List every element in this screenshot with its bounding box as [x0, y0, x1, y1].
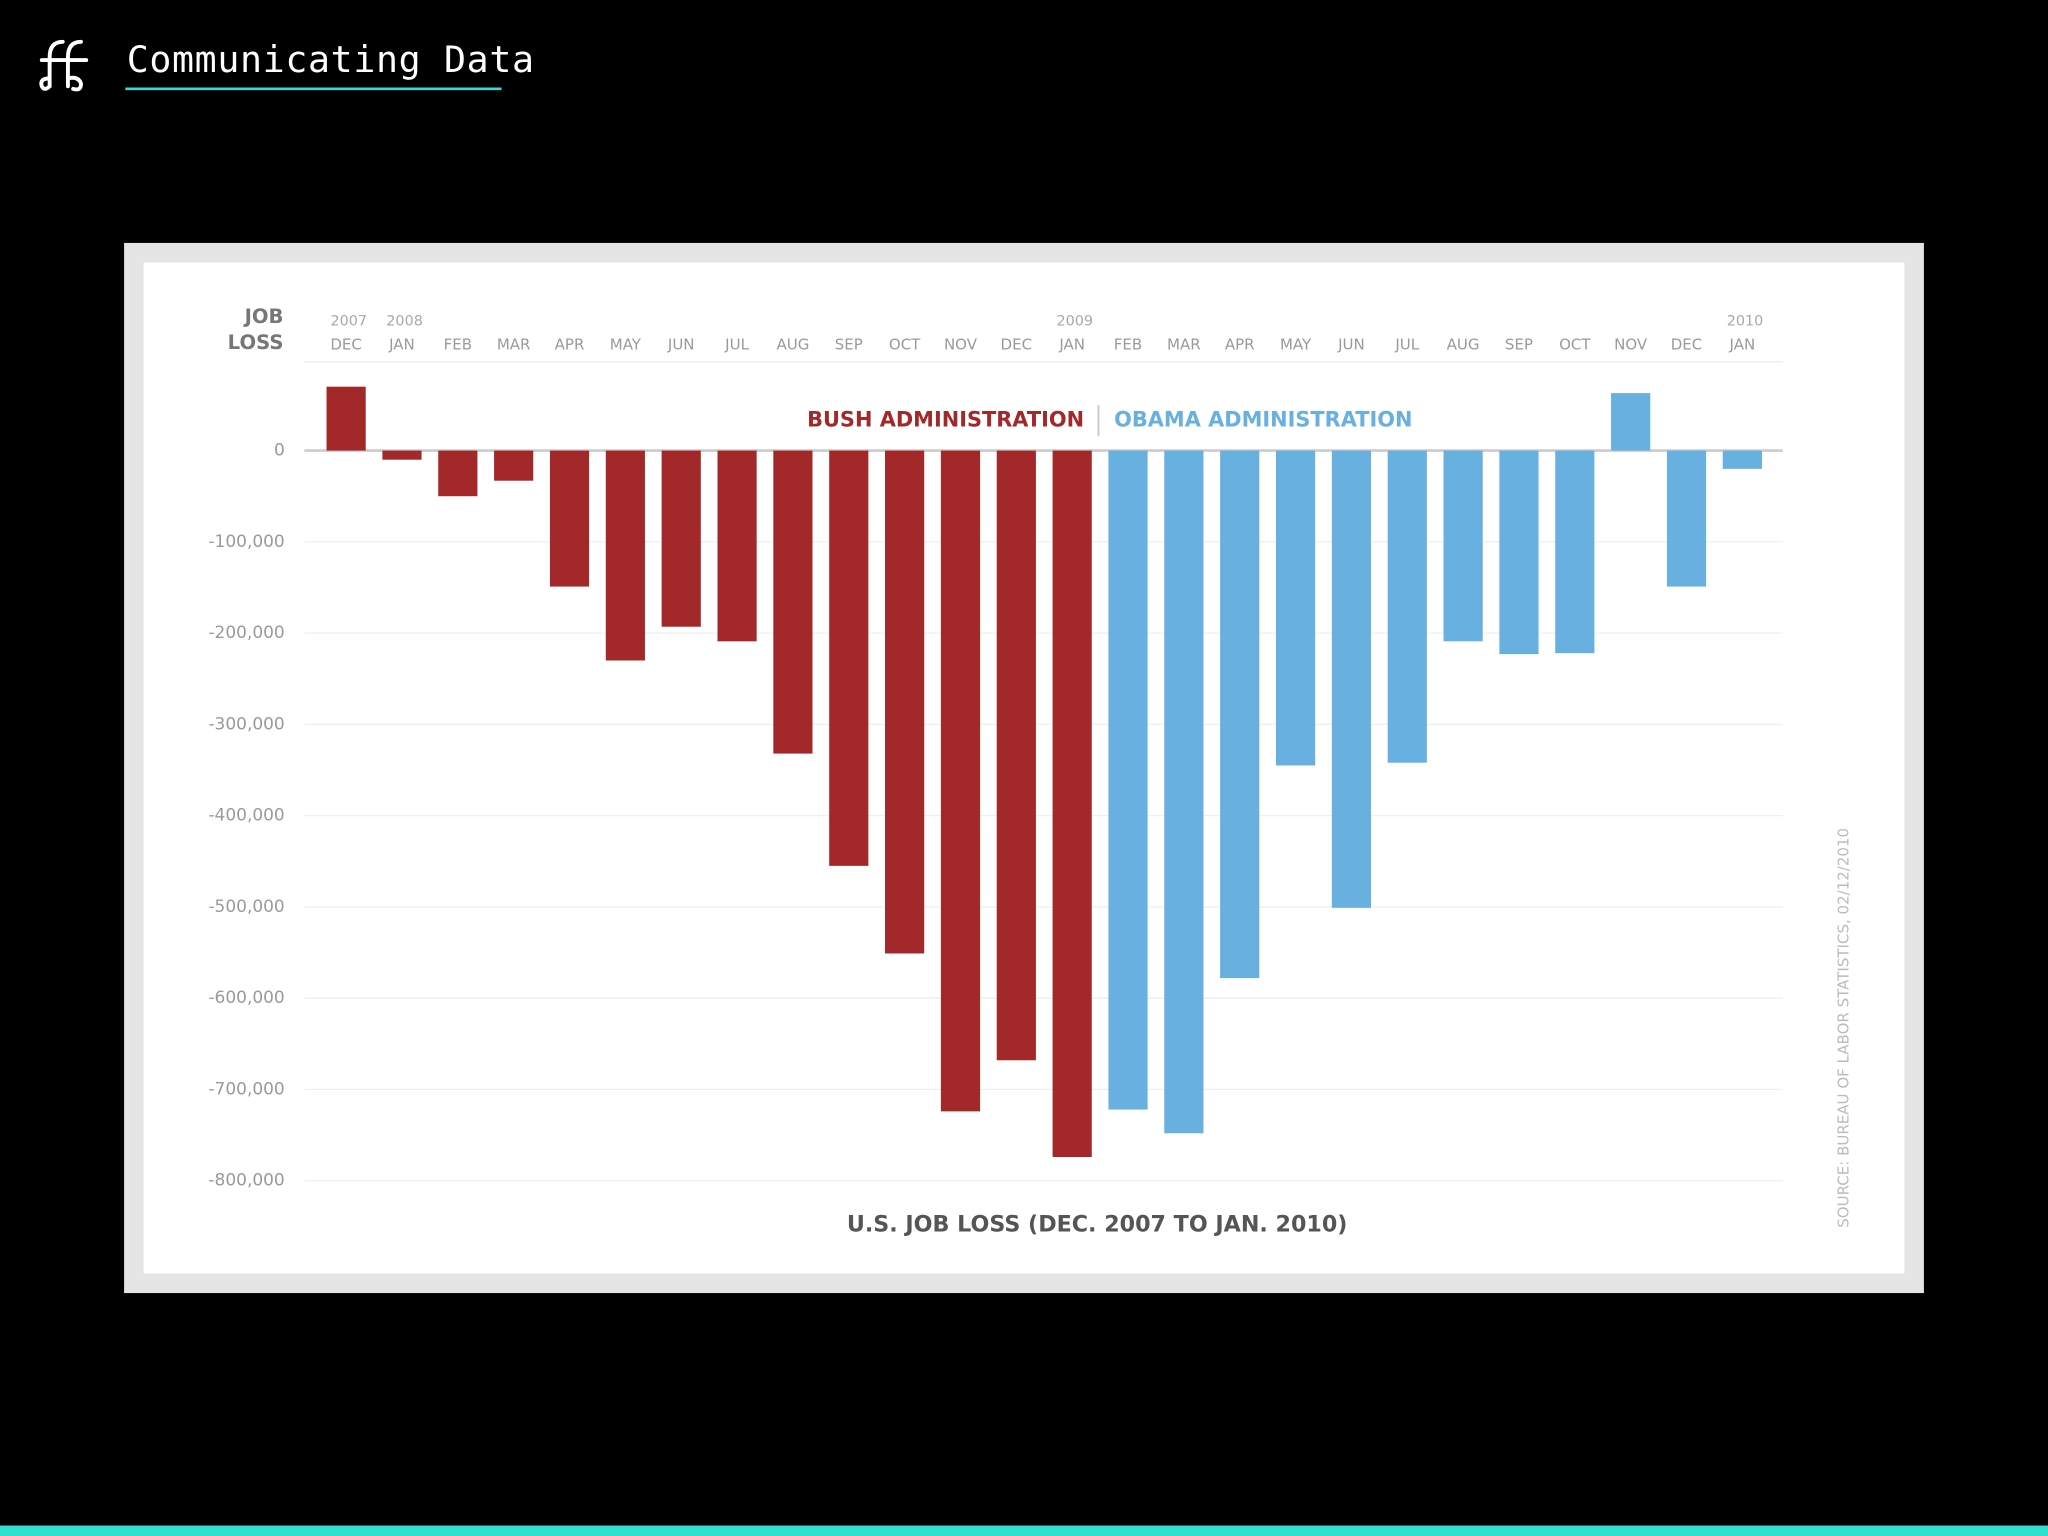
x-tick-label: MAY: [1280, 335, 1312, 353]
y-tick-label: -500,000: [208, 897, 284, 917]
x-tick-label: JAN: [388, 335, 415, 353]
chart-title: U.S. JOB LOSS (DEC. 2007 TO JAN. 2010): [847, 1212, 1348, 1238]
y-axis-label: JOB: [243, 305, 284, 328]
bar: [1164, 450, 1204, 1134]
bar: [382, 450, 422, 460]
x-tick-label: JUL: [724, 335, 749, 353]
y-tick-label: -200,000: [208, 623, 284, 643]
x-tick-label: FEB: [444, 335, 472, 353]
logo: [39, 39, 89, 92]
x-tick-label: DEC: [1001, 335, 1033, 353]
x-tick-label: OCT: [1559, 335, 1591, 353]
bar: [1499, 450, 1539, 655]
y-tick-label: -400,000: [208, 806, 284, 826]
x-tick-label: OCT: [889, 335, 921, 353]
x-tick-label: MAY: [610, 335, 642, 353]
bar: [1108, 450, 1148, 1110]
x-tick-label: SEP: [835, 335, 863, 353]
x-tick-label: JAN: [1729, 335, 1756, 353]
y-tick-label: 0: [274, 441, 285, 461]
bar: [326, 386, 366, 451]
x-tick-label: APR: [555, 335, 585, 353]
year-label: 2008: [386, 313, 423, 329]
x-tick-label: AUG: [1447, 335, 1480, 353]
year-label: 2007: [330, 313, 367, 329]
x-tick-label: MAR: [1167, 335, 1201, 353]
bar: [940, 450, 981, 1112]
bar: [773, 450, 813, 754]
y-tick-label: -300,000: [208, 714, 284, 734]
x-tick-label: NOV: [1614, 335, 1648, 353]
bar: [1443, 450, 1483, 642]
x-tick-label: JUN: [667, 335, 695, 353]
y-tick-label: -700,000: [208, 1079, 284, 1099]
y-axis-label: LOSS: [228, 331, 284, 354]
bar: [494, 450, 534, 481]
bar: [438, 450, 478, 497]
y-tick-label: -800,000: [208, 1171, 284, 1191]
bar: [996, 450, 1036, 1061]
bar: [829, 450, 869, 866]
x-tick-label: SEP: [1505, 335, 1533, 353]
x-tick-label: NOV: [944, 335, 978, 353]
header-title: Communicating Data: [127, 38, 535, 81]
bar: [717, 450, 757, 642]
year-label: 2010: [1727, 313, 1764, 329]
y-tick-label: -600,000: [208, 988, 284, 1008]
x-tick-label: DEC: [330, 335, 362, 353]
bar: [1555, 450, 1595, 654]
source-note: SOURCE: BUREAU OF LABOR STATISTICS, 02/1…: [1835, 828, 1853, 1228]
legend-label: OBAMA ADMINISTRATION: [1114, 408, 1412, 432]
bar: [1387, 450, 1427, 763]
x-tick-label: JUN: [1337, 335, 1365, 353]
bar: [1052, 450, 1092, 1158]
x-tick-label: DEC: [1671, 335, 1703, 353]
x-tick-label: APR: [1225, 335, 1255, 353]
bar: [605, 450, 645, 661]
year-label: 2009: [1057, 313, 1094, 329]
legend-label: BUSH ADMINISTRATION: [807, 408, 1084, 432]
bar: [885, 450, 925, 954]
bar: [1275, 450, 1316, 766]
title-underline: [125, 87, 502, 91]
bar: [549, 450, 590, 587]
bottom-bar: [0, 1525, 2048, 1536]
x-tick-label: MAR: [497, 335, 531, 353]
x-tick-label: JAN: [1058, 335, 1085, 353]
bar: [1666, 450, 1707, 587]
bar: [661, 450, 701, 627]
bar: [1722, 450, 1762, 469]
x-tick-label: AUG: [776, 335, 809, 353]
bar: [1220, 450, 1260, 979]
bar: [1331, 450, 1372, 908]
y-tick-label: -100,000: [208, 532, 284, 552]
bar: [1611, 393, 1651, 451]
x-tick-label: JUL: [1394, 335, 1419, 353]
x-tick-label: FEB: [1114, 335, 1142, 353]
